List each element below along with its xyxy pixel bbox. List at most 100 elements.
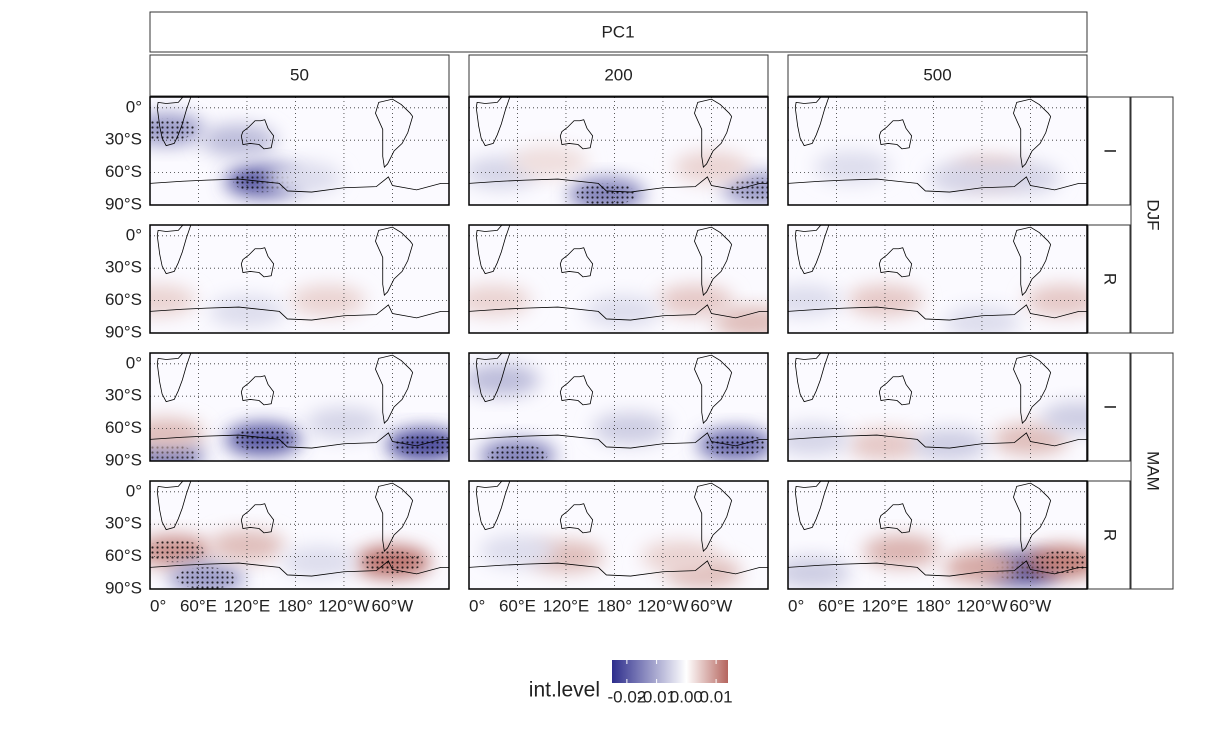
land-outline: [794, 97, 830, 147]
x-tick-label: 120°W: [318, 596, 369, 615]
land-outline: [469, 176, 768, 193]
stipple: [705, 433, 766, 456]
x-tick-label: 120°E: [543, 596, 590, 615]
land-outline: [150, 176, 449, 193]
x-tick-label: 180°: [916, 596, 951, 615]
land-outline: [1013, 226, 1052, 297]
land-outline: [156, 225, 192, 275]
y-tick-label: 60°S: [105, 162, 142, 181]
panel: [788, 353, 1087, 461]
panel: [788, 225, 1087, 333]
anomaly: [511, 145, 588, 178]
row-strip: [1087, 352, 1131, 462]
y-tick-label: 0°: [126, 481, 142, 500]
anomaly: [1024, 284, 1087, 317]
row-strip: [1087, 96, 1131, 206]
panel-border: [149, 352, 450, 462]
row-strip: [1087, 480, 1131, 590]
land-outline: [469, 560, 768, 577]
land-outline: [240, 375, 275, 406]
land-outline: [156, 97, 192, 147]
x-tick-label: 0°: [150, 596, 166, 615]
anomaly: [814, 151, 891, 184]
anomaly: [984, 162, 1061, 194]
legend-colorbar: [612, 660, 728, 683]
land-outline: [878, 375, 913, 406]
panel-bg: [788, 225, 1087, 333]
x-tick-label: 60°W: [1010, 596, 1052, 615]
stipple: [729, 177, 768, 200]
column-strip: [149, 54, 450, 97]
anomaly: [992, 423, 1069, 456]
legend-tick-label: -0.02: [607, 687, 646, 706]
anomaly: [863, 535, 940, 568]
panel-border: [787, 224, 1088, 334]
y-tick-label: 90°S: [105, 578, 142, 597]
y-tick-label: 30°S: [105, 258, 142, 277]
anomaly: [208, 295, 285, 328]
land-outline: [475, 97, 511, 147]
land-outline: [559, 119, 594, 150]
land-outline: [240, 119, 275, 150]
y-tick-label: 90°S: [105, 194, 142, 213]
land-outline: [475, 225, 511, 275]
panel: [469, 225, 768, 333]
land-outline: [694, 482, 733, 553]
row-label: R: [1101, 273, 1120, 285]
panel: [469, 481, 768, 589]
land-outline: [475, 481, 511, 531]
land-outline: [469, 304, 768, 321]
anomaly: [479, 535, 556, 568]
panel-bg: [150, 225, 449, 333]
y-tick-label: 0°: [126, 97, 142, 116]
anomaly: [1040, 401, 1087, 434]
anomaly: [788, 556, 851, 589]
anomaly: [943, 551, 1020, 584]
land-outline: [1013, 98, 1052, 169]
land-outline: [150, 560, 449, 577]
land-outline: [559, 375, 594, 406]
y-tick-label: 30°S: [105, 130, 142, 149]
y-tick-label: 30°S: [105, 514, 142, 533]
x-tick-label: 60°E: [818, 596, 855, 615]
land-outline: [794, 353, 830, 403]
land-outline: [694, 226, 733, 297]
land-outline: [375, 98, 414, 169]
stipple: [394, 433, 449, 456]
x-tick-label: 120°W: [956, 596, 1007, 615]
y-tick-label: 0°: [126, 353, 142, 372]
land-outline: [1013, 482, 1052, 553]
column-strip: [787, 54, 1088, 97]
x-tick-label: 0°: [788, 596, 804, 615]
title-strip: [149, 11, 1088, 53]
land-outline: [375, 354, 414, 425]
panel-border: [787, 480, 1088, 590]
x-tick-label: 60°W: [691, 596, 733, 615]
land-outline: [788, 432, 1087, 449]
panel: [150, 353, 449, 461]
legend-tick-label: 0.01: [700, 687, 733, 706]
panel: [150, 481, 449, 589]
panel: [788, 97, 1087, 205]
stipple: [150, 540, 205, 563]
land-outline: [788, 304, 1087, 321]
anomaly: [657, 284, 734, 317]
anomaly: [592, 412, 669, 445]
anomaly: [305, 407, 382, 440]
x-tick-label: 180°: [278, 596, 313, 615]
group-strip: [1130, 96, 1174, 334]
anomaly: [641, 540, 718, 573]
column-label: 500: [923, 65, 951, 84]
row-label: R: [1101, 529, 1120, 541]
panel-border: [468, 352, 769, 462]
land-outline: [794, 481, 830, 531]
land-outline: [694, 98, 733, 169]
panel: [469, 97, 768, 205]
anomaly: [943, 306, 1020, 333]
y-tick-label: 60°S: [105, 546, 142, 565]
land-outline: [375, 226, 414, 297]
land-outline: [559, 247, 594, 278]
column-strip: [468, 54, 769, 97]
anomaly: [911, 428, 988, 461]
anomaly: [150, 418, 205, 450]
